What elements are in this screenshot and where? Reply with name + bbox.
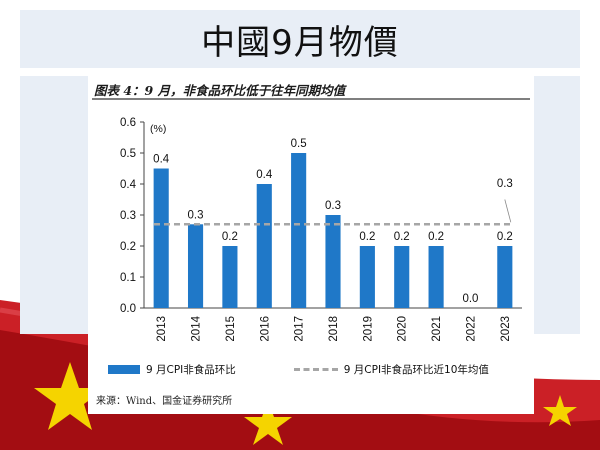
bar-data-label: 0.4 <box>153 154 170 166</box>
bar-data-label: 0.0 <box>462 293 478 305</box>
bar-data-label: 0.2 <box>394 231 410 243</box>
flag-star-icon <box>34 362 106 430</box>
bar <box>256 184 272 308</box>
bar <box>325 215 341 308</box>
y-tick-label: 0.5 <box>120 148 136 160</box>
bar-data-label: 0.3 <box>188 209 204 221</box>
x-tick-label: 2015 <box>225 316 237 342</box>
y-tick-label: 0.4 <box>120 179 137 191</box>
y-tick-label: 0.6 <box>120 117 136 129</box>
bar <box>428 246 444 308</box>
bar <box>222 246 238 308</box>
y-tick-label: 0.3 <box>120 210 136 222</box>
y-unit-label: (%) <box>150 123 166 135</box>
legend-bar-swatch <box>108 365 140 374</box>
flag-star-icon <box>244 400 292 445</box>
x-tick-label: 2021 <box>431 316 443 342</box>
y-tick-label: 0.0 <box>120 303 136 315</box>
chart-source: 来源：Wind、国金证券研究所 <box>96 396 233 407</box>
x-tick-label: 2014 <box>191 315 203 341</box>
y-tick-label: 0.2 <box>120 241 136 253</box>
legend-dash-swatch <box>293 368 338 371</box>
bar-chart: 0.0 0.1 0.2 0.3 0.4 0.5 0.6 (%) 0.4 2013 0.3 2014 0.… <box>92 98 530 342</box>
x-tick-label: 2016 <box>259 316 271 342</box>
chart-legend: 9 月CPI非食品环比 9 月CPI非食品环比近10年均值 <box>108 362 489 377</box>
chart-card: 图表 4：9 月，非食品环比低于往年同期均值 0.0 0.1 0.2 0.3 0.4 0.… <box>88 74 534 414</box>
bar <box>359 246 375 308</box>
flag-star-icon <box>543 395 577 426</box>
reference-leader <box>504 199 512 223</box>
x-tick-label: 2019 <box>362 316 374 342</box>
x-tick-label: 2017 <box>294 316 306 342</box>
bar-data-label: 0.2 <box>428 231 444 243</box>
slide-title: 中國9月物價 <box>201 22 399 63</box>
reference-line-label: 0.3 <box>497 178 513 190</box>
x-tick-label: 2022 <box>465 316 477 342</box>
legend-line-label: 9 月CPI非食品环比近10年均值 <box>343 364 489 376</box>
slide-title-band: 中國9月物價 <box>20 10 580 68</box>
chart-title: 图表 4：9 月，非食品环比低于往年同期均值 <box>94 83 346 98</box>
bar-data-label: 0.4 <box>256 169 273 181</box>
bar <box>497 246 513 308</box>
bar-data-label: 0.3 <box>325 200 341 212</box>
x-tick-label: 2020 <box>397 316 409 342</box>
bar <box>394 246 410 308</box>
bar <box>153 168 169 308</box>
bar-data-label: 0.2 <box>359 231 375 243</box>
y-tick-label: 0.1 <box>120 272 136 284</box>
x-tick-label: 2018 <box>328 316 340 342</box>
bar-data-label: 0.2 <box>497 231 513 243</box>
x-tick-label: 2013 <box>156 316 168 342</box>
legend-bar-label: 9 月CPI非食品环比 <box>146 364 236 376</box>
x-tick-label: 2023 <box>500 316 512 342</box>
bar <box>291 153 307 308</box>
bar <box>187 224 204 308</box>
bar-data-label: 0.5 <box>291 138 307 150</box>
bar-data-label: 0.2 <box>222 231 238 243</box>
